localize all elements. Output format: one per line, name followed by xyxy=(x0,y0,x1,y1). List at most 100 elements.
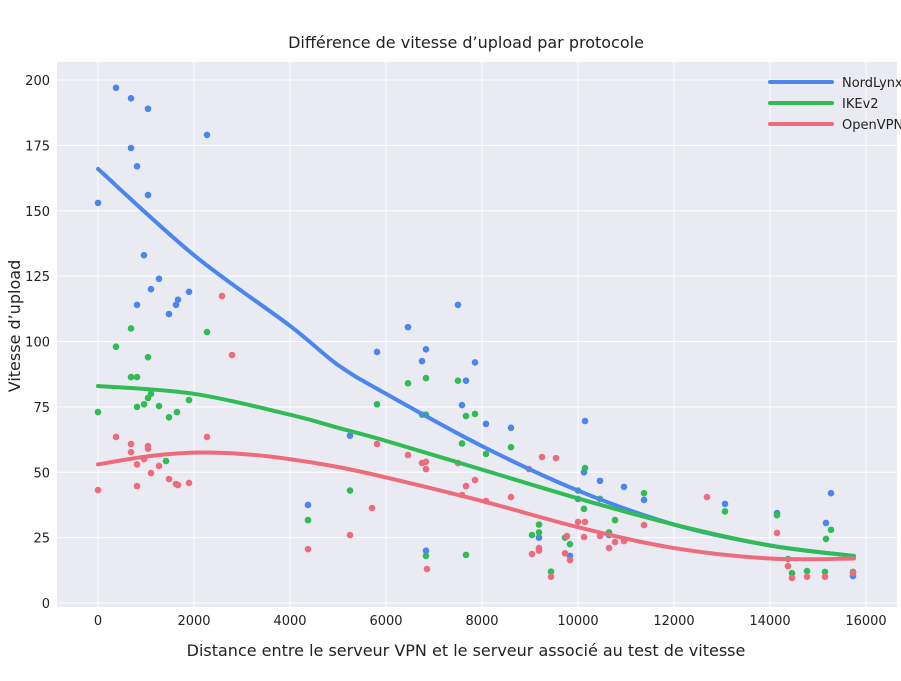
x-tick-label: 2000 xyxy=(177,614,210,629)
ikev2-point xyxy=(528,531,536,539)
ikev2-point xyxy=(507,443,515,451)
openvpn-point xyxy=(127,440,135,448)
ikev2-point xyxy=(346,487,354,494)
nordlynx-point xyxy=(140,251,148,259)
x-tick-label: 6000 xyxy=(369,614,402,629)
nordlynx-point xyxy=(482,420,490,428)
nordlynx-point xyxy=(422,346,430,353)
nordlynx-point xyxy=(471,359,479,366)
ikev2-point xyxy=(304,516,312,524)
nordlynx-point xyxy=(155,275,163,283)
y-tick-label: 150 xyxy=(25,205,50,220)
openvpn-point xyxy=(165,475,173,483)
openvpn-point xyxy=(373,440,381,448)
ikev2-point xyxy=(422,374,430,382)
nordlynx-point xyxy=(620,483,628,491)
ikev2-point xyxy=(404,380,412,387)
nordlynx-point xyxy=(581,417,589,425)
y-tick-label: 75 xyxy=(33,401,50,416)
ikev2-point xyxy=(471,410,479,418)
ikev2-point xyxy=(140,400,148,408)
openvpn-point xyxy=(404,451,412,459)
openvpn-point xyxy=(422,465,430,473)
openvpn-point xyxy=(552,454,560,462)
ikev2-point xyxy=(482,450,490,458)
openvpn-point xyxy=(561,550,569,557)
openvpn-point xyxy=(507,493,515,501)
ikev2-point xyxy=(547,568,555,575)
openvpn-trend-line xyxy=(96,450,856,562)
ikev2-point xyxy=(535,529,543,536)
openvpn-point xyxy=(144,445,152,453)
ikev2-point xyxy=(458,440,466,447)
ikev2-point xyxy=(803,567,811,575)
x-tick-label: 14000 xyxy=(749,614,790,629)
openvpn-point xyxy=(538,453,546,461)
openvpn-point xyxy=(346,531,354,539)
nordlynx-point xyxy=(535,534,543,541)
openvpn-point xyxy=(563,532,571,540)
ikev2-point xyxy=(147,390,155,398)
openvpn-point xyxy=(304,545,312,553)
ikev2-point xyxy=(144,353,152,361)
openvpn-point xyxy=(174,481,182,489)
ikev2-point xyxy=(821,568,829,576)
openvpn-point xyxy=(112,433,120,441)
plot-area xyxy=(57,62,897,607)
openvpn-point xyxy=(581,518,589,526)
openvpn-point xyxy=(94,486,102,494)
ikev2-point xyxy=(454,377,462,385)
openvpn-point xyxy=(566,556,574,564)
openvpn-point xyxy=(147,469,155,477)
openvpn-legend-label: OpenVPN xyxy=(842,118,901,133)
openvpn-point xyxy=(133,482,141,490)
openvpn-point xyxy=(849,569,857,577)
ikev2-point xyxy=(162,457,170,465)
ikev2-point xyxy=(581,464,589,472)
openvpn-point xyxy=(228,351,236,359)
x-axis-label: Distance entre le serveur VPN et le serv… xyxy=(187,641,746,660)
ikev2-point xyxy=(373,400,381,408)
x-tick-label: 10000 xyxy=(557,614,598,629)
nordlynx-point xyxy=(827,489,835,497)
nordlynx-point xyxy=(454,301,462,309)
openvpn-point xyxy=(821,573,829,581)
openvpn-point xyxy=(773,529,781,537)
nordlynx-point xyxy=(133,162,141,170)
ikev2-point xyxy=(580,505,588,513)
ikev2-trend-line xyxy=(96,383,856,558)
ikev2-point xyxy=(535,521,543,528)
ikev2-point xyxy=(566,540,574,548)
chart-title: Différence de vitesse d’upload par proto… xyxy=(288,33,644,52)
x-tick-label: 0 xyxy=(94,614,102,629)
ikev2-point xyxy=(788,569,796,577)
openvpn-point xyxy=(605,544,613,552)
openvpn-point xyxy=(547,573,555,581)
ikev2-point xyxy=(827,526,835,534)
ikev2-point xyxy=(185,396,193,404)
nordlynx-point xyxy=(144,105,152,113)
nordlynx-point xyxy=(418,357,426,365)
ikev2-point xyxy=(94,408,102,416)
nordlynx-point xyxy=(346,432,354,439)
x-tick-label: 12000 xyxy=(653,614,694,629)
openvpn-point xyxy=(528,550,536,558)
openvpn-point xyxy=(640,521,648,529)
ikev2-point xyxy=(462,551,470,559)
ikev2-point xyxy=(721,508,729,515)
nordlynx-point xyxy=(172,301,180,309)
openvpn-point xyxy=(218,292,226,300)
nordlynx-point xyxy=(112,84,120,92)
nordlynx-point xyxy=(596,477,604,485)
ikev2-point xyxy=(112,343,120,351)
nordlynx-point xyxy=(373,348,381,356)
nordlynx-point xyxy=(174,296,182,303)
openvpn-point xyxy=(535,547,543,554)
nordlynx-point xyxy=(721,500,729,508)
ikev2-point xyxy=(173,408,181,416)
ikev2-point xyxy=(422,552,430,560)
nordlynx-point xyxy=(203,131,211,139)
y-axis-label: Vitesse d’upload xyxy=(5,260,24,393)
ikev2-point xyxy=(127,325,135,332)
